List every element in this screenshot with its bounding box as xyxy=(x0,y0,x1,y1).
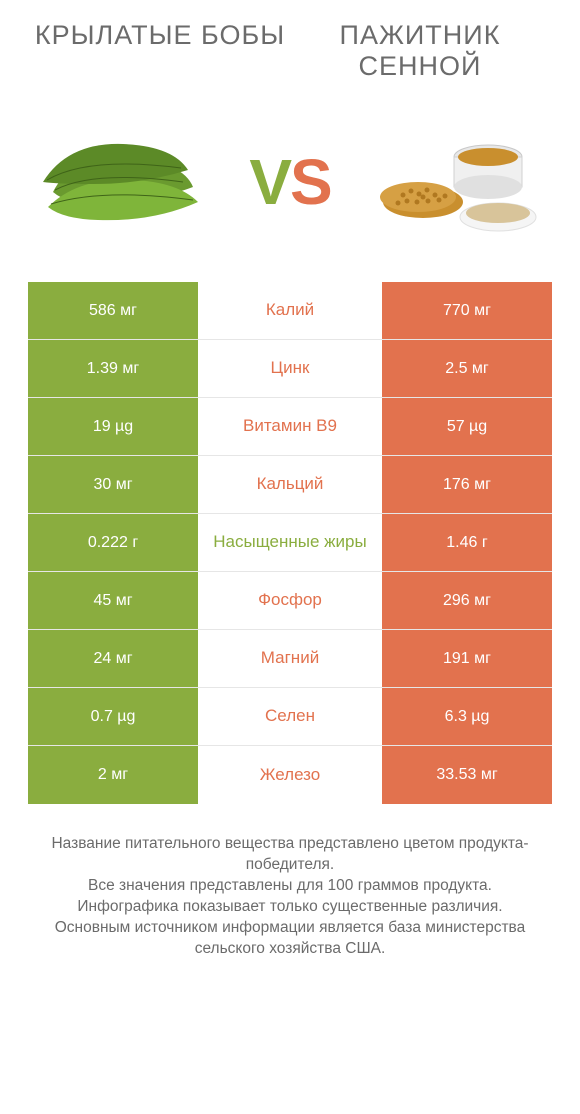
nutrient-label: Насыщенные жиры xyxy=(198,514,382,571)
winged-beans-icon xyxy=(30,112,210,252)
table-row: 30 мгКальций176 мг xyxy=(28,456,552,514)
fenugreek-seeds-icon xyxy=(370,112,550,252)
vs-v: V xyxy=(249,145,290,219)
table-row: 2 мгЖелезо33.53 мг xyxy=(28,746,552,804)
right-value: 6.3 µg xyxy=(382,688,552,745)
footer-line: Название питательного вещества представл… xyxy=(28,834,552,876)
footer-line: Инфографика показывает только существенн… xyxy=(28,897,552,918)
nutrient-label: Селен xyxy=(198,688,382,745)
footer-line: Основным источником информации является … xyxy=(28,918,552,960)
right-value: 176 мг xyxy=(382,456,552,513)
nutrient-label: Витамин B9 xyxy=(198,398,382,455)
nutrient-label: Цинк xyxy=(198,340,382,397)
right-value: 33.53 мг xyxy=(382,746,552,804)
left-value: 1.39 мг xyxy=(28,340,198,397)
nutrient-label: Магний xyxy=(198,630,382,687)
table-row: 0.7 µgСелен6.3 µg xyxy=(28,688,552,746)
left-value: 24 мг xyxy=(28,630,198,687)
right-value: 57 µg xyxy=(382,398,552,455)
left-value: 0.7 µg xyxy=(28,688,198,745)
left-value: 30 мг xyxy=(28,456,198,513)
left-title: КРЫЛАТЫЕ БОБЫ xyxy=(30,20,290,82)
vs-s: S xyxy=(290,145,331,219)
table-row: 24 мгМагний191 мг xyxy=(28,630,552,688)
table-row: 0.222 гНасыщенные жиры1.46 г xyxy=(28,514,552,572)
right-title: ПАЖИТНИК СЕННОЙ xyxy=(290,20,550,82)
right-value: 191 мг xyxy=(382,630,552,687)
footer-line: Все значения представлены для 100 граммо… xyxy=(28,876,552,897)
vs-label: VS xyxy=(249,145,330,219)
right-value: 2.5 мг xyxy=(382,340,552,397)
nutrient-label: Железо xyxy=(198,746,382,804)
table-row: 586 мгКалий770 мг xyxy=(28,282,552,340)
left-value: 45 мг xyxy=(28,572,198,629)
footer-note: Название питательного вещества представл… xyxy=(0,804,580,960)
right-value: 770 мг xyxy=(382,282,552,339)
table-row: 1.39 мгЦинк2.5 мг xyxy=(28,340,552,398)
left-value: 19 µg xyxy=(28,398,198,455)
header: КРЫЛАТЫЕ БОБЫ ПАЖИТНИК СЕННОЙ xyxy=(0,0,580,92)
right-value: 1.46 г xyxy=(382,514,552,571)
image-row: VS xyxy=(0,92,580,282)
nutrient-label: Калий xyxy=(198,282,382,339)
right-value: 296 мг xyxy=(382,572,552,629)
left-value: 2 мг xyxy=(28,746,198,804)
nutrition-table: 586 мгКалий770 мг1.39 мгЦинк2.5 мг19 µgВ… xyxy=(0,282,580,804)
left-value: 586 мг xyxy=(28,282,198,339)
nutrient-label: Кальций xyxy=(198,456,382,513)
table-row: 19 µgВитамин B957 µg xyxy=(28,398,552,456)
left-value: 0.222 г xyxy=(28,514,198,571)
nutrient-label: Фосфор xyxy=(198,572,382,629)
table-row: 45 мгФосфор296 мг xyxy=(28,572,552,630)
